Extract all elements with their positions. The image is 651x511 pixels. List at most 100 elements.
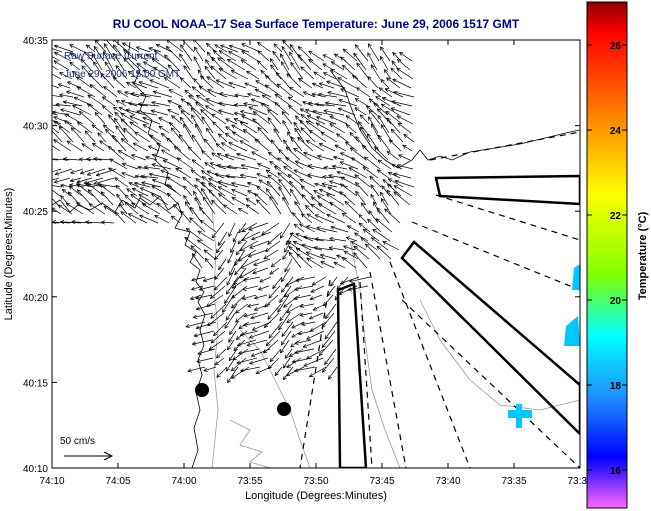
current-arrow — [199, 219, 217, 233]
current-arrow — [396, 58, 411, 71]
current-arrow — [256, 173, 269, 179]
current-arrow — [163, 77, 181, 89]
current-arrow — [52, 195, 59, 206]
current-arrow — [260, 69, 271, 80]
current-arrow — [308, 50, 325, 62]
current-arrow — [243, 312, 258, 318]
current-arrow — [329, 180, 349, 188]
current-arrow — [218, 133, 228, 143]
current-arrow — [376, 169, 390, 179]
current-arrow — [367, 76, 379, 89]
current-arrow — [59, 72, 73, 80]
current-arrow — [227, 164, 249, 170]
current-arrow — [121, 172, 137, 179]
current-arrow — [265, 169, 280, 179]
x-axis-label: Longitude (Degrees:Minutes) — [245, 490, 387, 502]
y-tick-label: 40:15 — [23, 378, 48, 389]
current-arrow — [360, 202, 370, 215]
current-arrow — [290, 188, 301, 206]
current-arrow — [76, 86, 96, 98]
current-arrow — [343, 245, 356, 251]
current-arrow — [242, 321, 261, 327]
current-arrow — [156, 202, 172, 215]
current-arrow — [214, 172, 236, 179]
current-arrow — [126, 188, 138, 197]
current-arrow — [283, 294, 301, 308]
current-arrow — [186, 102, 202, 116]
current-arrow — [360, 237, 378, 251]
x-tick-label: 73:55 — [237, 476, 262, 487]
current-arrow — [195, 321, 217, 330]
current-arrow — [312, 303, 326, 311]
current-arrow — [191, 114, 203, 134]
current-arrow — [340, 56, 356, 71]
current-arrow — [320, 132, 338, 143]
current-arrow — [385, 110, 403, 125]
current-arrow — [112, 76, 126, 89]
current-arrow — [112, 52, 125, 71]
current-arrow — [228, 330, 237, 343]
current-arrow — [225, 174, 247, 179]
current-arrow — [387, 171, 401, 179]
current-arrow — [264, 84, 283, 98]
current-arrow — [191, 276, 206, 282]
current-arrow — [203, 138, 215, 152]
current-arrow — [340, 176, 360, 188]
current-arrow — [380, 46, 391, 62]
current-arrow — [162, 159, 183, 170]
current-arrow — [206, 51, 215, 62]
current-arrow — [176, 157, 194, 170]
current-arrow — [202, 276, 217, 283]
current-arrow — [211, 152, 224, 161]
current-arrow — [376, 108, 392, 125]
current-arrow — [388, 178, 404, 188]
current-arrow — [233, 118, 249, 125]
current-arrow — [180, 98, 193, 107]
current-arrow — [295, 247, 315, 260]
current-arrow — [217, 231, 228, 246]
current-arrow — [294, 339, 312, 345]
current-arrow — [283, 285, 303, 298]
current-arrow — [367, 43, 380, 62]
current-arrow — [269, 161, 282, 170]
current-arrow — [324, 348, 337, 365]
current-arrow — [309, 366, 327, 378]
current-arrow — [231, 181, 250, 188]
current-arrow — [167, 64, 183, 80]
current-arrow — [302, 91, 316, 98]
current-arrow — [382, 179, 393, 188]
current-arrow — [397, 122, 412, 134]
current-arrow — [328, 366, 338, 380]
current-arrow — [236, 357, 258, 365]
current-arrow — [114, 211, 126, 224]
current-arrow — [330, 61, 345, 71]
current-arrow — [69, 52, 83, 62]
current-arrow — [306, 330, 325, 340]
current-arrow — [127, 70, 139, 80]
current-arrow — [245, 204, 260, 215]
map-area: Raw Surface Current June 29, 2006 15:00 … — [52, 40, 580, 468]
current-arrow — [125, 108, 147, 116]
current-arrow — [130, 193, 147, 206]
colorbar-tick-label: 18 — [610, 381, 622, 392]
current-arrow — [71, 70, 84, 80]
current-arrow — [246, 70, 260, 80]
current-arrow — [214, 44, 228, 53]
current-arrow — [218, 109, 235, 116]
x-tick-label: 73:35 — [501, 476, 526, 487]
current-arrow — [347, 225, 360, 233]
current-arrow — [200, 75, 214, 89]
current-arrow — [266, 180, 281, 197]
current-arrow — [122, 162, 139, 170]
current-arrow — [284, 276, 305, 287]
current-arrow — [393, 172, 412, 179]
current-arrow — [123, 49, 138, 62]
current-arrow — [136, 63, 147, 71]
current-arrow — [182, 176, 195, 188]
current-arrow — [151, 153, 169, 161]
current-arrow — [190, 294, 202, 300]
current-arrow — [180, 77, 192, 89]
current-arrow — [361, 144, 378, 161]
current-arrow — [339, 191, 356, 206]
